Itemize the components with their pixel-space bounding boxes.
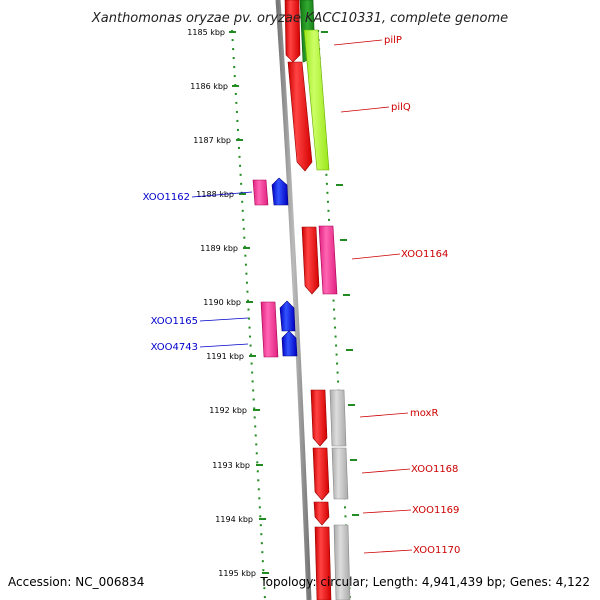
leader-lines — [191, 39, 413, 554]
gene-label-XOO1162[interactable]: XOO1162 — [143, 192, 190, 203]
gene-XOO4743-cds[interactable] — [281, 330, 298, 357]
gene-XOO1168-cds[interactable] — [312, 447, 330, 501]
gene-XOO1169-cds[interactable] — [313, 501, 330, 526]
ruler-tick-label: 1194 kbp — [215, 515, 253, 524]
ruler-tick-label: 1192 kbp — [209, 406, 247, 415]
gene-moxR-cds[interactable] — [310, 389, 328, 447]
cog-track — [299, 0, 351, 600]
gene-label-XOO1164[interactable]: XOO1164 — [401, 249, 448, 260]
gene-XOO1162-cds[interactable] — [271, 177, 289, 206]
gene-XOO1162-cog[interactable] — [252, 179, 269, 206]
map-title: Xanthomonas oryzae pv. oryzae KACC10331,… — [91, 11, 508, 26]
gene-pilP-cds[interactable] — [284, 0, 301, 63]
outer-ticks — [321, 31, 359, 516]
gene-XOO1165-cds[interactable] — [279, 300, 296, 332]
ruler-tick-label: 1189 kbp — [200, 244, 238, 253]
gene-labels: pilP pilQ XOO1162 XOO1164 XOO1165 XOO474… — [143, 35, 461, 556]
gene-pilQ-cds[interactable] — [287, 61, 313, 172]
backbone — [275, 0, 312, 600]
gene-label-XOO1168[interactable]: XOO1168 — [411, 464, 458, 475]
ruler-tick-label: 1193 kbp — [212, 461, 250, 470]
gene-XOO1168-cog[interactable] — [331, 447, 349, 500]
ruler-tick-label: 1188 kbp — [196, 190, 234, 199]
gene-label-XOO4743[interactable]: XOO4743 — [151, 342, 198, 353]
gene-XOO1164-cds[interactable] — [301, 226, 320, 295]
topology-text: Topology: circular; Length: 4,941,439 bp… — [259, 575, 590, 589]
ruler-tick-label: 1195 kbp — [218, 569, 256, 578]
ruler-tick-label: 1190 kbp — [203, 298, 241, 307]
accession-text: Accession: NC_006834 — [8, 575, 144, 589]
ruler-tick-label: 1185 kbp — [187, 28, 225, 37]
gene-pilQ-cog[interactable] — [303, 29, 330, 171]
reverse-track — [252, 177, 298, 358]
gene-label-pilQ[interactable]: pilQ — [391, 102, 411, 113]
ruler: 1185 kbp 1186 kbp 1187 kbp 1188 kbp 1189… — [187, 28, 269, 578]
gene-moxR-cog[interactable] — [329, 389, 347, 447]
ruler-arc — [231, 29, 266, 600]
forward-cds-track — [284, 0, 332, 600]
gene-XOO1164-cog[interactable] — [318, 225, 338, 295]
gene-XOO1165-cog[interactable] — [260, 301, 279, 358]
gene-XOO1170-cog[interactable] — [333, 524, 351, 600]
gene-label-pilP[interactable]: pilP — [384, 35, 402, 46]
gene-label-XOO1165[interactable]: XOO1165 — [151, 316, 198, 327]
gene-label-XOO1169[interactable]: XOO1169 — [412, 505, 459, 516]
gene-label-XOO1170[interactable]: XOO1170 — [413, 545, 460, 556]
gene-label-moxR[interactable]: moxR — [410, 408, 438, 419]
ruler-tick-label: 1191 kbp — [206, 352, 244, 361]
ruler-tick-label: 1186 kbp — [190, 82, 228, 91]
gene-XOO1170-cds[interactable] — [314, 526, 332, 600]
ruler-tick-label: 1187 kbp — [193, 136, 231, 145]
